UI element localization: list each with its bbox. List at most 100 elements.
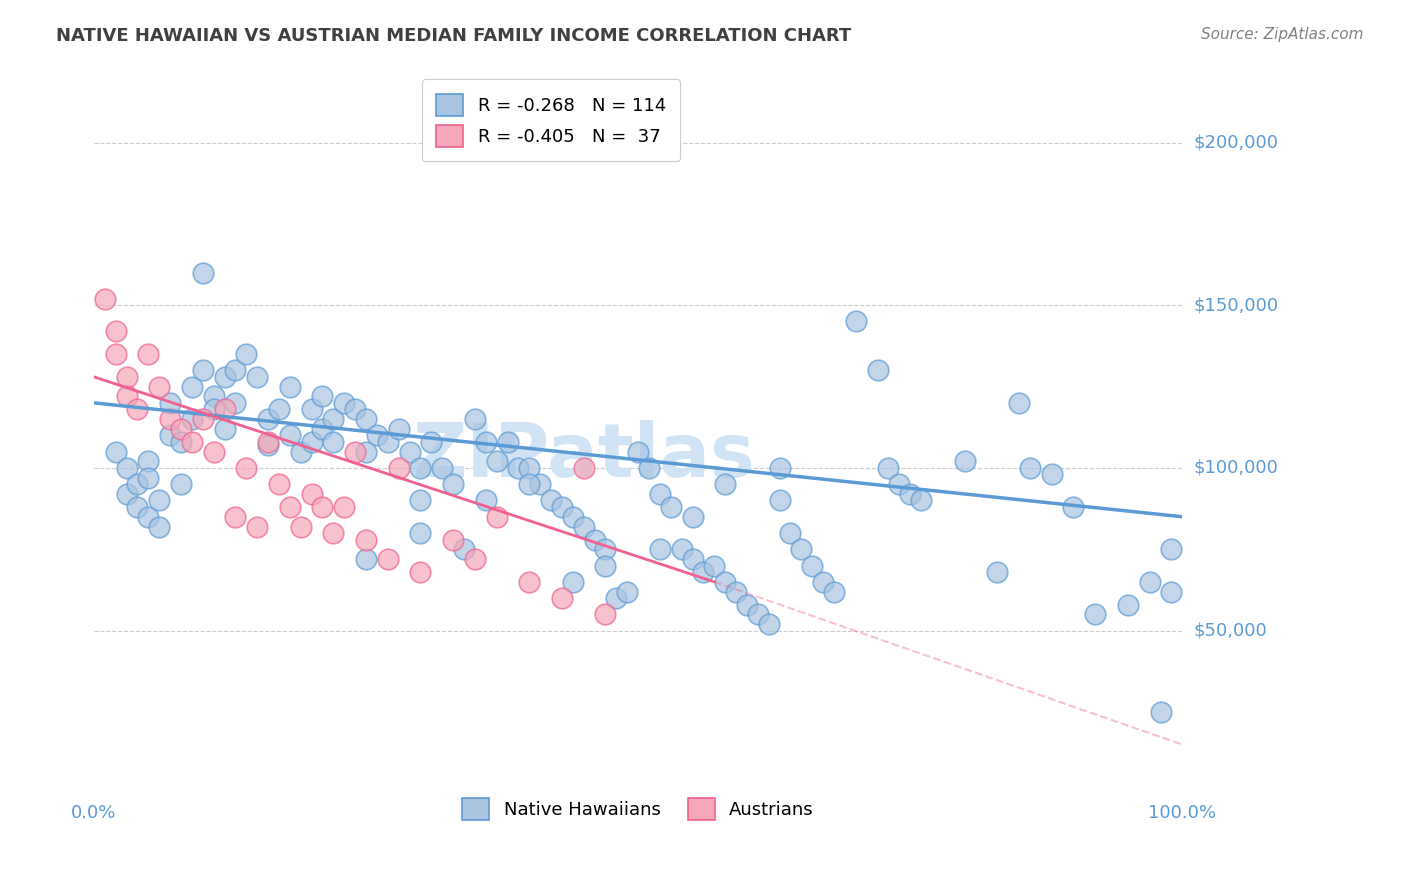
Point [333,500,356,514]
Point [725,584,748,599]
Point [540,493,562,508]
Point [551,591,574,606]
Point [104,347,127,361]
Point [1008,396,1031,410]
Point [191,412,214,426]
Point [1084,607,1107,622]
Legend: Native Hawaiians, Austrians: Native Hawaiians, Austrians [449,783,828,834]
Point [561,574,583,589]
Point [692,565,714,579]
Point [441,533,464,547]
Point [170,434,193,449]
Point [311,389,333,403]
Point [561,509,583,524]
Point [605,591,627,606]
Point [290,519,312,533]
Point [595,542,617,557]
Point [148,519,170,533]
Point [682,552,704,566]
Point [354,533,377,547]
Point [420,434,443,449]
Point [517,477,540,491]
Point [583,533,606,547]
Point [170,422,193,436]
Point [224,396,246,410]
Point [180,412,202,426]
Point [257,438,280,452]
Point [1116,598,1139,612]
Point [703,558,725,573]
Point [180,434,202,449]
Point [127,477,149,491]
Point [464,552,486,566]
Text: Source: ZipAtlas.com: Source: ZipAtlas.com [1201,27,1364,42]
Point [115,389,138,403]
Point [235,347,257,361]
Point [224,509,246,524]
Point [115,369,138,384]
Point [148,379,170,393]
Point [214,402,236,417]
Point [202,402,225,417]
Point [616,584,638,599]
Point [344,402,367,417]
Text: $200,000: $200,000 [1194,134,1278,152]
Point [191,266,214,280]
Point [474,434,496,449]
Point [138,471,160,485]
Point [322,434,344,449]
Point [627,444,650,458]
Point [529,477,551,491]
Point [551,500,574,514]
Point [235,461,257,475]
Point [1149,705,1171,719]
Point [333,396,356,410]
Point [267,402,290,417]
Point [257,434,280,449]
Point [301,434,323,449]
Point [823,584,845,599]
Text: $50,000: $50,000 [1194,622,1267,640]
Point [278,379,301,393]
Point [214,369,236,384]
Point [322,526,344,541]
Text: $100,000: $100,000 [1194,459,1278,477]
Point [311,500,333,514]
Point [453,542,475,557]
Point [148,493,170,508]
Point [714,477,737,491]
Point [758,617,780,632]
Point [409,526,432,541]
Point [354,412,377,426]
Point [768,461,790,475]
Point [845,314,868,328]
Point [267,477,290,491]
Point [246,369,269,384]
Point [508,461,530,475]
Point [104,324,127,338]
Point [409,565,432,579]
Point [322,412,344,426]
Point [485,454,508,468]
Point [638,461,661,475]
Point [735,598,758,612]
Point [1040,467,1063,482]
Point [202,444,225,458]
Point [572,461,595,475]
Point [159,428,181,442]
Point [1160,584,1182,599]
Point [246,519,269,533]
Point [986,565,1008,579]
Point [278,500,301,514]
Point [170,477,193,491]
Point [779,526,801,541]
Point [278,428,301,442]
Point [682,509,704,524]
Point [1062,500,1084,514]
Point [115,461,138,475]
Point [595,607,617,622]
Point [1160,542,1182,557]
Point [311,422,333,436]
Point [409,493,432,508]
Point [432,461,454,475]
